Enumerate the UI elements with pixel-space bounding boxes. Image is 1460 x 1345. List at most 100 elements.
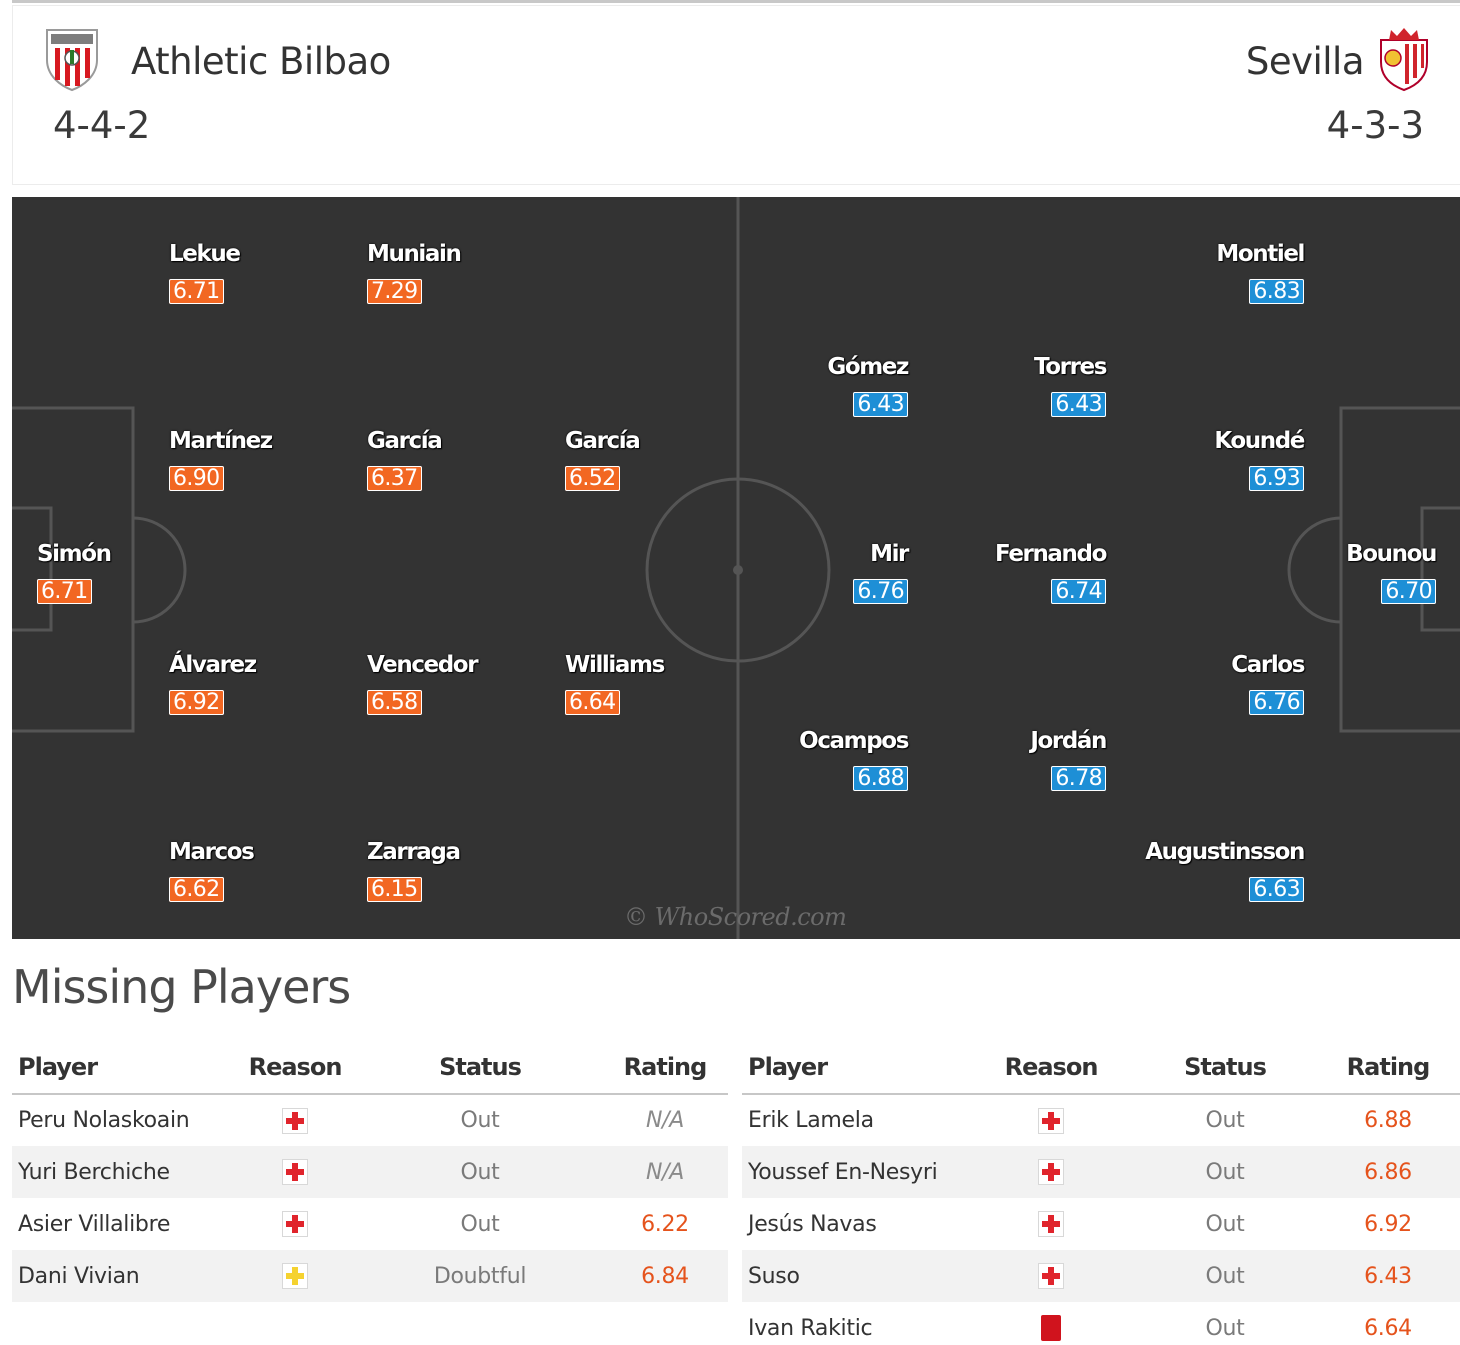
home-team-name[interactable]: Athletic Bilbao [131, 40, 391, 83]
player-name: Vencedor [367, 652, 479, 678]
status-cell: Doubtful [358, 1250, 602, 1302]
rating-cell: 6.43 [1316, 1250, 1460, 1302]
away-missing-table: Player Reason Status Rating Erik Lamela … [742, 1040, 1460, 1345]
home-player-martinez[interactable]: Martínez 6.90 [169, 428, 319, 491]
away-player-augustinsson[interactable]: Augustinsson 6.63 [1104, 839, 1305, 902]
player-name: Torres [1033, 354, 1107, 380]
player-name: Gómez [827, 354, 909, 380]
player-rating: 6.92 [169, 690, 224, 715]
home-player-williams[interactable]: Williams 6.64 [565, 652, 715, 715]
player-rating: 6.62 [169, 877, 224, 902]
player-name: Augustinsson [1145, 839, 1305, 865]
rating-cell: 6.22 [641, 1211, 689, 1237]
player-name: Mir [870, 541, 909, 567]
player-name: Martínez [169, 428, 273, 454]
away-player-montiel[interactable]: Montiel 6.83 [1154, 241, 1305, 304]
home-player-zarraga[interactable]: Zarraga 6.15 [367, 839, 517, 902]
table-row: Ivan Rakitic Out 6.64 [742, 1302, 1460, 1345]
away-player-bounou[interactable]: Bounou 6.70 [1286, 541, 1437, 604]
player-name-cell[interactable]: Asier Villalibre [18, 1211, 171, 1237]
home-player-simon[interactable]: Simón 6.71 [37, 541, 187, 604]
column-header-status[interactable]: Status [358, 1040, 602, 1095]
away-player-kounde[interactable]: Koundé 6.93 [1154, 428, 1305, 491]
home-player-lekue[interactable]: Lekue 6.71 [169, 241, 319, 304]
rating-cell: 6.84 [602, 1250, 728, 1302]
away-team-name[interactable]: Sevilla [1245, 40, 1365, 83]
injury-icon [1038, 1107, 1064, 1134]
player-rating: 6.76 [1249, 690, 1304, 715]
injury-icon [1038, 1263, 1064, 1289]
player-rating: 6.93 [1249, 466, 1304, 491]
away-player-carlos[interactable]: Carlos 6.76 [1154, 652, 1305, 715]
injury-icon [282, 1211, 308, 1237]
player-rating: 6.78 [1051, 766, 1106, 791]
player-name: Williams [565, 652, 665, 678]
player-rating: 6.63 [1249, 877, 1304, 902]
home-formation: 4-4-2 [53, 104, 151, 147]
home-player-vencedor[interactable]: Vencedor 6.58 [367, 652, 517, 715]
player-name: Marcos [169, 839, 255, 865]
table-row: Suso Out 6.43 [742, 1250, 1460, 1302]
column-header-rating[interactable]: Rating [602, 1040, 728, 1095]
injury-icon [282, 1107, 308, 1134]
athletic-bilbao-crest-icon[interactable] [43, 26, 101, 92]
player-name: Carlos [1231, 652, 1305, 678]
column-header-player[interactable]: Player [742, 1040, 968, 1095]
away-player-ocampos[interactable]: Ocampos 6.88 [758, 728, 909, 791]
home-player-marcos[interactable]: Marcos 6.62 [169, 839, 319, 902]
player-name-cell[interactable]: Jesús Navas [748, 1211, 877, 1237]
table-row: Erik Lamela Out 6.88 [742, 1094, 1460, 1146]
column-header-reason[interactable]: Reason [968, 1040, 1134, 1095]
lineup-pitch: Lekue 6.71 Muniain 7.29 Martínez 6.90 Ga… [12, 197, 1460, 939]
table-row: Yuri Berchiche Out N/A [12, 1146, 728, 1198]
rating-cell: 6.86 [1316, 1146, 1460, 1198]
player-rating: 6.88 [853, 766, 908, 791]
away-player-torres[interactable]: Torres 6.43 [956, 354, 1107, 417]
missing-players-title: Missing Players [12, 960, 351, 1014]
home-player-alvarez[interactable]: Álvarez 6.92 [169, 652, 319, 715]
player-rating: 7.29 [367, 279, 422, 304]
player-name: Koundé [1214, 428, 1305, 454]
player-rating: 6.74 [1051, 579, 1106, 604]
player-name: Álvarez [169, 652, 257, 678]
player-name: Lekue [169, 241, 241, 267]
status-cell: Out [1205, 1315, 1245, 1341]
player-name: García [367, 428, 443, 454]
top-divider [12, 0, 1460, 3]
away-player-mir[interactable]: Mir 6.76 [758, 541, 909, 604]
player-name-cell[interactable]: Erik Lamela [748, 1108, 874, 1133]
column-header-player[interactable]: Player [12, 1040, 232, 1095]
sevilla-crest-icon[interactable] [1375, 26, 1433, 92]
column-header-reason[interactable]: Reason [232, 1040, 358, 1095]
away-player-jordan[interactable]: Jordán 6.78 [956, 728, 1107, 791]
rating-cell: 6.64 [1364, 1315, 1412, 1341]
away-player-gomez[interactable]: Gómez 6.43 [758, 354, 909, 417]
player-name-cell[interactable]: Ivan Rakitic [748, 1315, 873, 1341]
home-player-garcia-2[interactable]: García 6.52 [565, 428, 715, 491]
match-header: Athletic Bilbao 4-4-2 Sevilla 4-3-3 [12, 5, 1460, 185]
injury-icon [282, 1159, 308, 1185]
home-missing-table: Player Reason Status Rating Peru Nolasko… [12, 1040, 728, 1302]
player-rating: 6.43 [1051, 392, 1106, 417]
rating-cell: 6.92 [1364, 1211, 1412, 1237]
column-header-rating[interactable]: Rating [1316, 1040, 1460, 1095]
status-cell: Out [1205, 1108, 1245, 1133]
table-row: Youssef En-Nesyri Out 6.86 [742, 1146, 1460, 1198]
home-player-muniain[interactable]: Muniain 7.29 [367, 241, 517, 304]
away-formation: 4-3-3 [1326, 104, 1424, 147]
player-name-cell[interactable]: Youssef En-Nesyri [742, 1146, 968, 1198]
player-rating: 6.64 [565, 690, 620, 715]
rating-cell: N/A [602, 1146, 728, 1198]
player-name-cell[interactable]: Yuri Berchiche [12, 1146, 232, 1198]
player-name: Ocampos [799, 728, 909, 754]
player-name-cell[interactable]: Suso [742, 1250, 968, 1302]
away-player-fernando[interactable]: Fernando 6.74 [956, 541, 1107, 604]
player-name-cell[interactable]: Dani Vivian [12, 1250, 232, 1302]
column-header-status[interactable]: Status [1134, 1040, 1316, 1095]
player-name-cell[interactable]: Peru Nolaskoain [18, 1108, 190, 1133]
player-rating: 6.43 [853, 392, 908, 417]
player-name: Muniain [367, 241, 462, 267]
red-card-icon [1041, 1315, 1061, 1341]
status-cell: Out [1205, 1211, 1245, 1237]
home-player-garcia-1[interactable]: García 6.37 [367, 428, 517, 491]
